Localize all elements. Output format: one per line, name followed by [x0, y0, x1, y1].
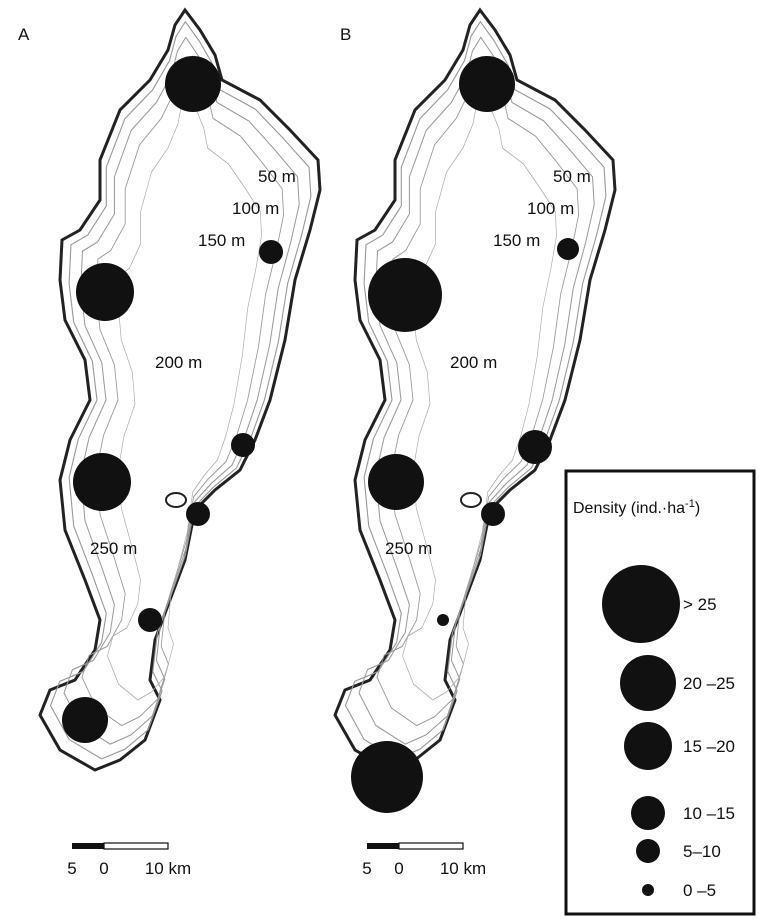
depth-label: 200 m	[450, 353, 497, 372]
site-bubble	[518, 430, 552, 464]
panel-label: A	[18, 25, 30, 44]
site-bubble	[73, 453, 131, 511]
legend-label: 15 –20	[683, 737, 735, 756]
sites-b	[351, 56, 579, 813]
lake-map-a	[40, 10, 320, 770]
legend-bubble	[620, 655, 676, 711]
legend-bubble	[624, 722, 672, 770]
scale-label: 5	[67, 859, 76, 878]
depth-label: 250 m	[385, 539, 432, 558]
depth-label: 50 m	[553, 167, 591, 186]
legend-bubble	[602, 565, 680, 643]
depth-label: 100 m	[232, 199, 279, 218]
legend-bubble	[636, 839, 660, 863]
site-bubble	[165, 56, 221, 112]
scale-bar-black	[367, 843, 399, 849]
sites-a	[62, 56, 283, 743]
site-bubble	[76, 263, 134, 321]
site-bubble	[351, 741, 423, 813]
scale-label: 10 km	[145, 859, 191, 878]
scale-label: 10 km	[440, 859, 486, 878]
scale-bar-white	[398, 842, 464, 850]
legend-bubble	[631, 796, 665, 830]
site-bubble	[368, 454, 424, 510]
depth-label: 150 m	[493, 231, 540, 250]
legend-label: 0 –5	[683, 881, 716, 900]
labels: A 50 m 100 m 150 m 200 m 250 m 5 0 10 km B 50 m 100…	[18, 25, 591, 878]
scale-bar-white	[103, 842, 169, 850]
legend-bubble	[642, 884, 654, 896]
site-bubble	[138, 608, 162, 632]
site-bubble	[557, 238, 579, 260]
site-bubble	[186, 502, 210, 526]
scale-label: 5	[362, 859, 371, 878]
scale-bar-black	[72, 843, 104, 849]
legend-label: 5–10	[683, 842, 721, 861]
legend-label: 10 –15	[683, 804, 735, 823]
legend-label: > 25	[683, 595, 717, 614]
site-bubble	[62, 697, 108, 743]
site-bubble	[368, 258, 442, 332]
depth-label: 200 m	[155, 353, 202, 372]
depth-label: 100 m	[527, 199, 574, 218]
depth-label: 50 m	[258, 167, 296, 186]
scale-label: 0	[99, 859, 108, 878]
site-bubble	[259, 240, 283, 264]
depth-label: 150 m	[198, 231, 245, 250]
site-bubble	[231, 433, 255, 457]
site-bubble	[459, 56, 515, 112]
site-bubble	[481, 502, 505, 526]
site-bubble	[437, 614, 449, 626]
legend-symbols	[602, 565, 680, 896]
legend-label: 20 –25	[683, 674, 735, 693]
panel-label: B	[340, 25, 351, 44]
depth-label: 250 m	[90, 539, 137, 558]
legend-title: Density (ind.·ha-1)	[573, 498, 700, 517]
scale-label: 0	[394, 859, 403, 878]
